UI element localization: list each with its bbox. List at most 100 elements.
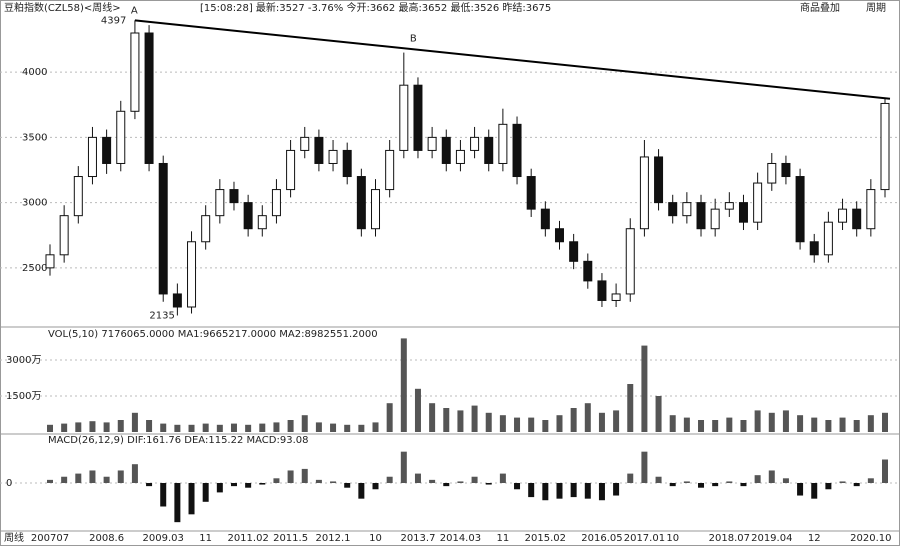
bar <box>117 470 124 483</box>
candle-body <box>229 189 239 204</box>
candle-body <box>187 241 197 308</box>
bar <box>216 483 223 493</box>
annotation: 2135 <box>149 310 174 321</box>
bar <box>344 483 351 488</box>
candle-body <box>767 162 777 184</box>
bar <box>740 483 747 487</box>
bar <box>641 345 648 432</box>
bar <box>811 417 818 432</box>
bar <box>811 483 818 499</box>
bar <box>683 481 690 483</box>
bar <box>174 483 181 523</box>
bar <box>839 481 846 483</box>
y-tick-label: 3000 <box>22 198 47 209</box>
candle-body <box>427 136 437 151</box>
x-tick-label: 12 <box>808 533 821 544</box>
candle-body <box>526 176 536 210</box>
candle-body <box>300 136 310 151</box>
x-tick-label: 2018.07 <box>709 533 750 544</box>
bar <box>315 479 322 483</box>
bar <box>768 412 775 432</box>
period-label: 周线 <box>4 531 24 544</box>
bar <box>556 483 563 499</box>
quote-line: [15:08:28] 最新:3527 -3.76% 今开:3662 最高:365… <box>200 1 551 14</box>
candle-body <box>399 84 409 151</box>
bar <box>882 459 888 483</box>
bar <box>782 478 789 483</box>
bar <box>259 483 266 485</box>
candle-body <box>625 228 635 295</box>
bar <box>61 476 68 483</box>
x-tick-label: 10 <box>666 533 679 544</box>
candle-body <box>654 156 664 204</box>
bar <box>202 483 209 502</box>
bar <box>740 420 747 432</box>
y-tick-label: 3500 <box>22 132 47 143</box>
y-tick-label: 1500万 <box>6 391 41 402</box>
candle-body <box>583 260 593 282</box>
bar <box>613 483 620 496</box>
x-tick-label: 2019.04 <box>751 533 792 544</box>
bar <box>514 417 521 432</box>
candle-body <box>73 176 83 217</box>
bar <box>273 422 280 432</box>
bar <box>683 417 690 432</box>
candle-body <box>130 32 140 112</box>
bar <box>245 483 252 488</box>
bar <box>103 422 110 432</box>
bar <box>584 483 591 499</box>
bar <box>400 451 407 483</box>
candle-body <box>838 208 848 223</box>
bar <box>358 483 365 499</box>
bar <box>698 420 705 432</box>
bar <box>131 412 138 432</box>
candle-body <box>271 189 281 217</box>
candle-body <box>498 123 508 164</box>
candle-body <box>668 202 678 217</box>
candle-body <box>243 202 253 230</box>
bar <box>287 420 294 432</box>
bar <box>698 483 705 488</box>
y-tick-label: 2500 <box>22 263 47 274</box>
x-tick-label: 2020.10 <box>850 533 891 544</box>
candle-body <box>371 189 381 230</box>
bar <box>528 417 535 432</box>
bar <box>797 415 804 432</box>
bar <box>202 423 209 432</box>
bar <box>712 420 719 432</box>
annotation: 4397 <box>101 15 126 26</box>
period-button[interactable]: 周期 <box>866 2 886 14</box>
panel-title: VOL(5,10) 7176065.0000 MA1:9665217.0000 … <box>48 329 378 340</box>
candle-body <box>455 149 465 164</box>
candle-body <box>880 102 890 191</box>
x-tick-label: 2011.02 <box>227 533 268 544</box>
candle-body <box>569 241 579 262</box>
overlay-button[interactable]: 商品叠加 <box>800 1 840 14</box>
bar <box>146 483 153 487</box>
bar <box>372 422 379 432</box>
candle-body <box>738 202 748 223</box>
bar <box>47 424 53 432</box>
candle-body <box>59 215 69 256</box>
bar <box>528 483 535 498</box>
bar <box>429 403 436 432</box>
candle-body <box>470 136 480 151</box>
y-tick-label: 3000万 <box>6 355 41 366</box>
y-tick-label: 4000 <box>22 67 47 78</box>
candle-body <box>286 149 296 191</box>
bar <box>315 422 322 432</box>
candle-body <box>852 208 862 230</box>
candle-body <box>385 149 395 191</box>
candle-body <box>866 189 876 230</box>
bar <box>754 475 761 483</box>
x-tick-label: 2016.05 <box>581 533 622 544</box>
bar <box>655 476 662 483</box>
bar <box>471 476 478 483</box>
annotation: B <box>410 34 417 45</box>
y-tick-label: 0 <box>6 478 12 489</box>
x-tick-label: 2011.5 <box>273 533 308 544</box>
candle-body <box>484 136 494 164</box>
candle-body <box>201 215 211 243</box>
bar <box>782 410 789 432</box>
